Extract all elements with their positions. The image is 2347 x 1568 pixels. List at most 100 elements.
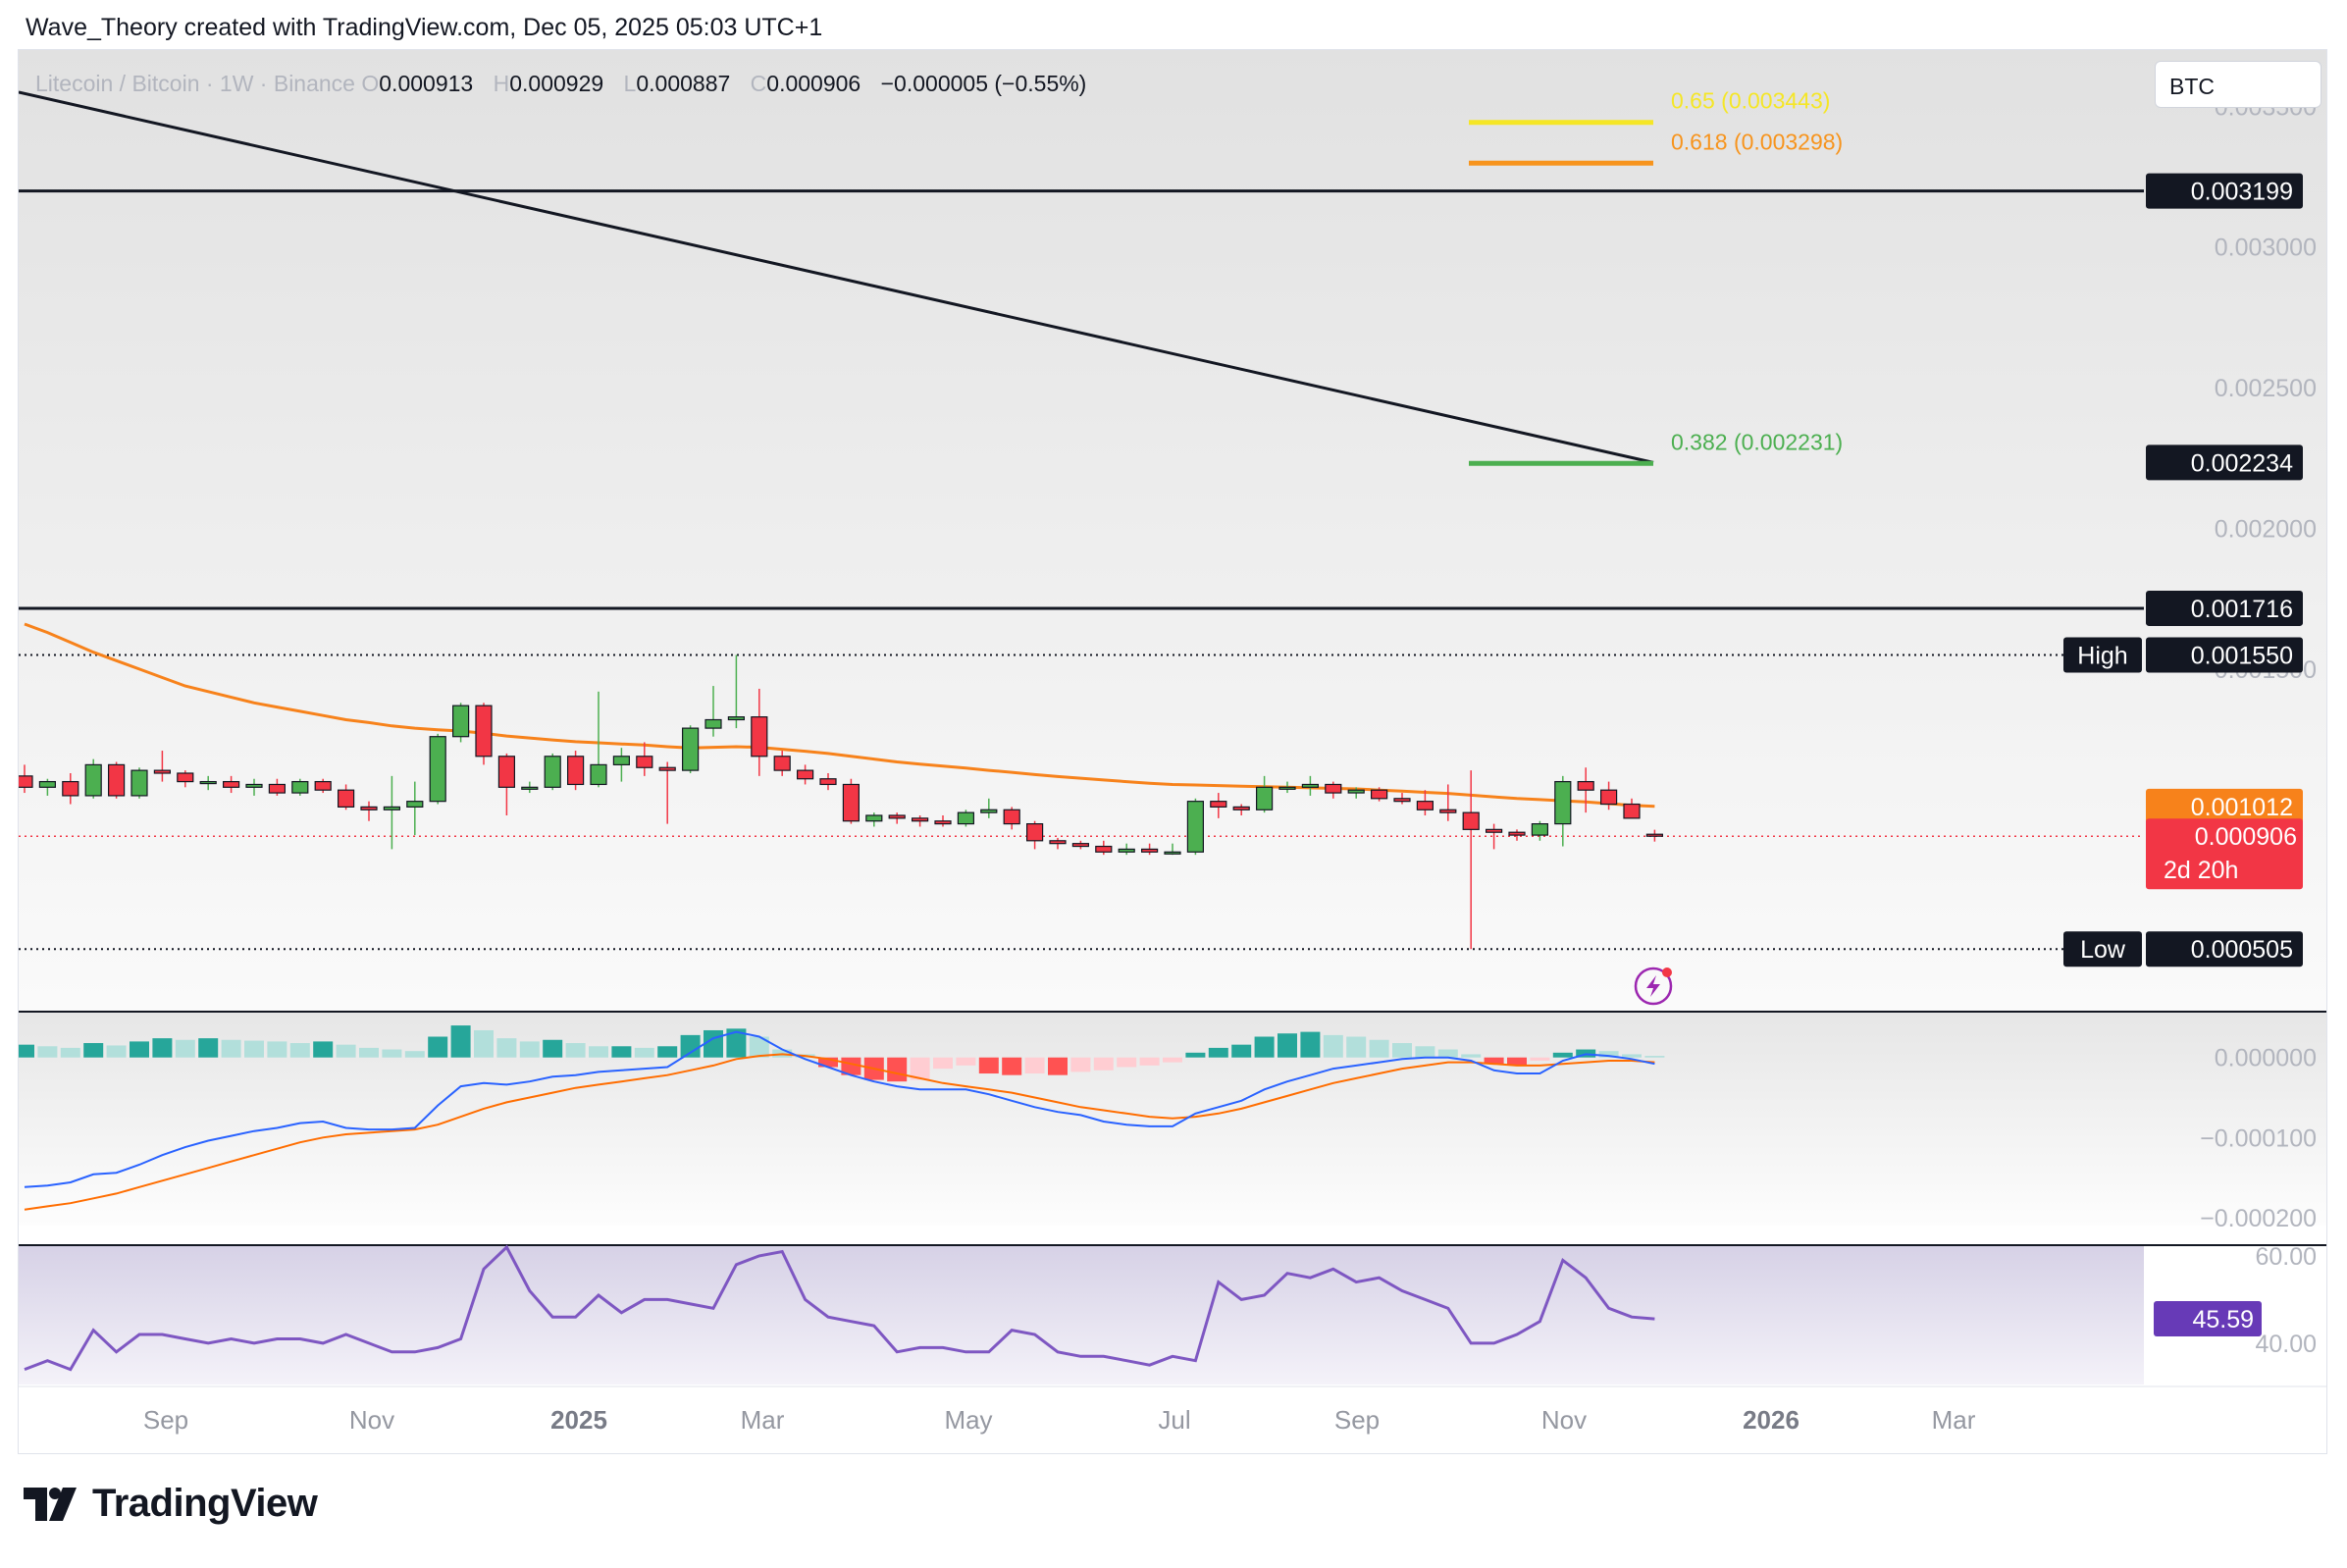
candle-body[interactable] bbox=[636, 756, 653, 768]
candle-body[interactable] bbox=[1370, 789, 1388, 800]
candle-body[interactable] bbox=[612, 756, 631, 765]
descending-trendline[interactable] bbox=[19, 90, 1654, 464]
candle-body[interactable] bbox=[1347, 789, 1365, 794]
candle-body[interactable] bbox=[957, 811, 975, 825]
candle-body[interactable] bbox=[107, 763, 126, 797]
candle-body[interactable] bbox=[1232, 806, 1250, 810]
candle-body[interactable] bbox=[1531, 823, 1549, 836]
candle-body[interactable] bbox=[130, 769, 148, 797]
candle-body[interactable] bbox=[1645, 833, 1664, 837]
macd-histogram-bar bbox=[680, 1034, 701, 1058]
candle-body[interactable] bbox=[1278, 786, 1296, 790]
fib-level-label: 0.382 (0.002231) bbox=[1671, 429, 1843, 454]
candle-body[interactable] bbox=[796, 769, 814, 780]
candle-body[interactable] bbox=[1325, 783, 1342, 794]
candle-body[interactable] bbox=[1599, 789, 1618, 806]
macd-histogram-bar bbox=[565, 1043, 586, 1058]
candle-body[interactable] bbox=[1301, 783, 1320, 788]
candle-body[interactable] bbox=[681, 727, 700, 771]
candle-body[interactable] bbox=[704, 718, 722, 729]
candle-body[interactable] bbox=[934, 820, 952, 825]
candle-body[interactable] bbox=[475, 705, 493, 758]
symbol-title[interactable]: Litecoin / Bitcoin · 1W · Binance bbox=[35, 71, 355, 96]
rsi-line[interactable] bbox=[24, 1244, 1655, 1372]
chart-canvas[interactable]: 0.65 (0.003443) 0.618 (0.003298) 0.382 (0.… bbox=[19, 50, 2327, 1454]
macd-histogram-bar bbox=[1644, 1056, 1665, 1058]
candle-body[interactable] bbox=[383, 806, 400, 810]
macd-histogram-bar bbox=[1507, 1057, 1527, 1066]
candle-body[interactable] bbox=[199, 780, 217, 785]
candle-body[interactable] bbox=[84, 763, 102, 797]
macd-line[interactable] bbox=[24, 1030, 1655, 1188]
macd-histogram-bar bbox=[359, 1047, 379, 1058]
candle-body[interactable] bbox=[245, 783, 263, 788]
macd-histogram-bar bbox=[1484, 1057, 1504, 1065]
currency-button[interactable]: BTC bbox=[2155, 61, 2321, 108]
candle-body[interactable] bbox=[1003, 809, 1020, 825]
candle-body[interactable] bbox=[1462, 811, 1480, 830]
candle-body[interactable] bbox=[1554, 780, 1572, 825]
candle-body[interactable] bbox=[314, 780, 332, 791]
macd-histogram-bar bbox=[1231, 1044, 1252, 1058]
candle-body[interactable] bbox=[566, 756, 585, 786]
rsi-axis-tick: 60.00 bbox=[2255, 1243, 2317, 1271]
candle-body[interactable] bbox=[1577, 780, 1594, 791]
candle-body[interactable] bbox=[1025, 823, 1044, 842]
candle-body[interactable] bbox=[658, 766, 676, 771]
candle-body[interactable] bbox=[865, 814, 883, 822]
candle-body[interactable] bbox=[1071, 843, 1090, 848]
candle-body[interactable] bbox=[1393, 798, 1411, 803]
candle-body[interactable] bbox=[1095, 845, 1113, 853]
candle-body[interactable] bbox=[177, 772, 194, 783]
candle-body[interactable] bbox=[1049, 840, 1067, 845]
candle-body[interactable] bbox=[153, 769, 171, 774]
lightning-alert-icon[interactable] bbox=[1634, 967, 1673, 1006]
candle-body[interactable] bbox=[1164, 851, 1181, 855]
candle-body[interactable] bbox=[268, 783, 286, 794]
macd-signal-line[interactable] bbox=[24, 1053, 1655, 1211]
candle-body[interactable] bbox=[842, 783, 861, 822]
macd-histogram-bar bbox=[1530, 1057, 1550, 1061]
level-price-tag: 0.001550 bbox=[2191, 643, 2293, 670]
macd-histogram-bar bbox=[313, 1041, 334, 1058]
candle-body[interactable] bbox=[751, 716, 768, 758]
candle-body[interactable] bbox=[291, 780, 309, 794]
candle-body[interactable] bbox=[38, 780, 56, 788]
candle-body[interactable] bbox=[1508, 831, 1526, 836]
candle-body[interactable] bbox=[727, 716, 746, 721]
candle-body[interactable] bbox=[1186, 801, 1205, 853]
candle-body[interactable] bbox=[497, 756, 515, 788]
candle-body[interactable] bbox=[1255, 786, 1274, 810]
candle-body[interactable] bbox=[406, 801, 424, 808]
candle-body[interactable] bbox=[1623, 803, 1641, 819]
candle-body[interactable] bbox=[19, 775, 33, 788]
candle-body[interactable] bbox=[888, 814, 906, 819]
candle-body[interactable] bbox=[452, 705, 470, 738]
tradingview-logo[interactable]: TradingView bbox=[24, 1482, 318, 1526]
candle-body[interactable] bbox=[590, 763, 607, 786]
time-axis-tick: Sep bbox=[143, 1405, 188, 1435]
rsi-value-tag: 45.59 bbox=[2192, 1306, 2254, 1333]
candle-body[interactable] bbox=[1118, 848, 1135, 853]
candle-body[interactable] bbox=[360, 806, 378, 810]
macd-histogram-bar bbox=[1323, 1034, 1343, 1058]
candle-body[interactable] bbox=[429, 736, 446, 803]
candle-body[interactable] bbox=[819, 778, 837, 786]
macd-histogram-bar bbox=[267, 1041, 287, 1058]
chart-frame[interactable]: 0.65 (0.003443) 0.618 (0.003298) 0.382 (0.… bbox=[18, 49, 2327, 1454]
candle-body[interactable] bbox=[1439, 809, 1457, 813]
price-change: −0.000005 (−0.55%) bbox=[880, 71, 1087, 96]
candle-body[interactable] bbox=[980, 809, 998, 813]
candle-body[interactable] bbox=[338, 789, 355, 808]
candle-body[interactable] bbox=[544, 756, 561, 788]
candle-body[interactable] bbox=[1210, 801, 1227, 808]
candle-body[interactable] bbox=[521, 786, 539, 790]
candle-body[interactable] bbox=[1140, 848, 1159, 853]
candle-body[interactable] bbox=[223, 780, 240, 788]
candle-body[interactable] bbox=[62, 780, 79, 797]
candle-body[interactable] bbox=[1485, 828, 1503, 833]
candle-body[interactable] bbox=[773, 756, 791, 771]
candle-body[interactable] bbox=[1416, 801, 1434, 810]
macd-histogram-bar bbox=[611, 1046, 632, 1058]
candle-body[interactable] bbox=[911, 817, 929, 822]
